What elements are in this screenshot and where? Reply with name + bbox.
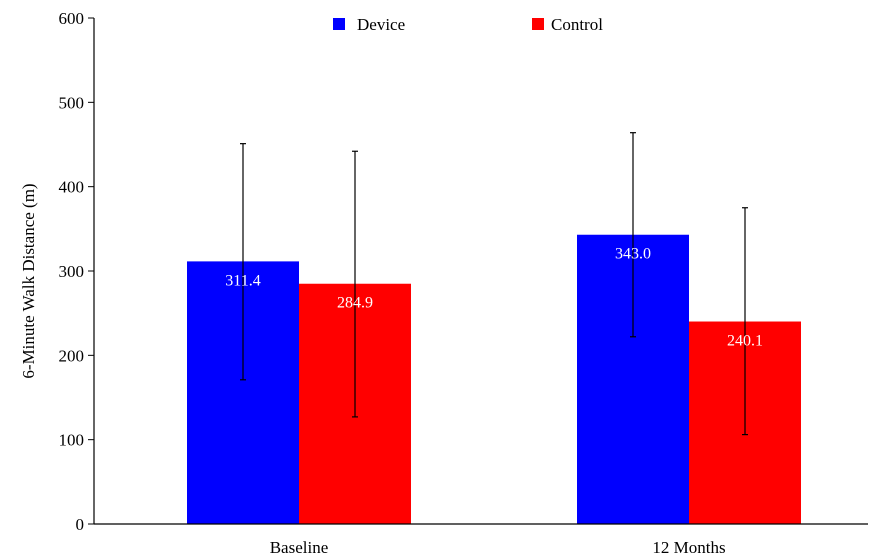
error-bar [240,143,246,381]
y-axis-tick-labels: 0 100 200 300 400 500 600 [59,9,85,534]
y-tick-label: 0 [76,515,85,534]
error-bars [240,132,748,436]
y-tick-label: 200 [59,346,85,365]
y-tick-label: 600 [59,9,85,28]
legend-swatch [532,18,544,30]
y-axis-title: 6-Minute Walk Distance (m) [19,183,38,378]
error-bar [742,207,748,436]
data-label: 284.9 [337,295,373,312]
bars [187,234,801,524]
y-tick-label: 500 [59,93,85,112]
data-label: 311.4 [225,272,260,289]
x-tick-label: Baseline [270,538,329,557]
data-labels: 311.4 343.0 284.9 240.1 [225,246,763,350]
data-label: 240.1 [727,333,763,350]
x-tick-label: 12 Months [652,538,725,557]
legend-label: Device [357,15,405,34]
y-tick-label: 100 [59,431,85,450]
y-tick-label: 300 [59,262,85,281]
y-axis-ticks [88,17,94,525]
error-bar [352,150,358,418]
y-tick-label: 400 [59,178,85,197]
legend-item-device: Device [333,15,405,34]
error-bar [630,132,636,338]
legend-label: Control [551,15,603,34]
legend: Device Control [333,15,603,34]
axes [93,18,868,525]
legend-item-control: Control [532,15,603,34]
data-label: 343.0 [615,246,651,263]
legend-swatch [333,18,345,30]
x-axis-tick-labels: Baseline 12 Months [270,538,726,557]
